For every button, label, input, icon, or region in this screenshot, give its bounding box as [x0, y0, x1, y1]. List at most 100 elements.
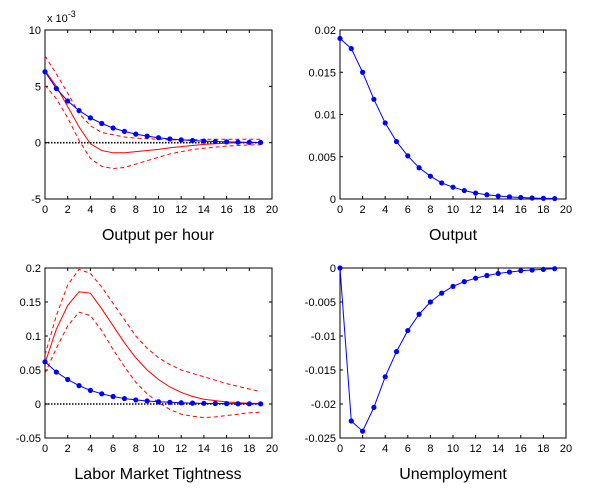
y-tick-label: 0 — [35, 399, 41, 411]
data-point — [461, 279, 467, 285]
data-point — [201, 138, 207, 144]
data-point — [427, 173, 433, 179]
x-tick-label: 0 — [42, 204, 48, 216]
y-tick-label: -0.01 — [311, 331, 336, 343]
data-point — [405, 153, 411, 159]
x-tick-label: 2 — [65, 443, 71, 455]
y-tick-label: 0.015 — [308, 67, 336, 79]
x-tick-label: 8 — [133, 204, 139, 216]
data-point — [495, 193, 501, 199]
data-point — [99, 391, 105, 397]
data-point — [439, 290, 445, 296]
panel-title: Output — [429, 227, 478, 244]
x-tick-label: 2 — [360, 443, 366, 455]
data-point — [540, 195, 547, 201]
panel-title: Labor Market Tightness — [74, 466, 241, 483]
data-point — [155, 399, 162, 405]
y-tick-label: -0.02 — [311, 399, 336, 411]
x-tick-label: 2 — [65, 204, 71, 216]
data-point — [99, 120, 105, 127]
x-tick-label: 18 — [537, 443, 549, 455]
data-point — [235, 401, 241, 407]
y-tick-label: -0.05 — [16, 433, 41, 445]
panel-title: Unemployment — [399, 466, 507, 483]
y-tick-label: 0.05 — [20, 365, 41, 377]
data-point — [382, 120, 388, 126]
x-tick-label: 14 — [492, 443, 504, 455]
data-point — [348, 418, 354, 424]
x-tick-label: 10 — [447, 443, 459, 455]
data-point — [224, 139, 230, 145]
data-point — [393, 138, 400, 145]
y-tick-label: 0.005 — [308, 152, 336, 164]
data-point — [337, 35, 343, 42]
data-point — [76, 383, 82, 389]
x-tick-label: 10 — [152, 204, 164, 216]
series-model — [339, 38, 555, 200]
data-point — [133, 397, 139, 403]
x-tick-label: 0 — [337, 204, 343, 216]
data-point — [382, 374, 388, 380]
x-tick-label: 4 — [382, 204, 388, 216]
data-point — [189, 137, 196, 144]
x-tick-label: 16 — [515, 443, 527, 455]
data-point — [518, 268, 524, 274]
y-tick-label: -5 — [31, 194, 41, 206]
x-tick-label: 10 — [447, 204, 459, 216]
data-point — [450, 283, 456, 289]
data-point — [506, 269, 513, 275]
y-tick-label: 10 — [29, 25, 41, 37]
series-point-estimate — [44, 291, 261, 404]
data-point — [473, 190, 479, 196]
data-point — [110, 125, 116, 131]
data-point — [416, 311, 422, 317]
data-point — [552, 195, 558, 202]
x-tick-label: 16 — [220, 443, 232, 455]
data-point — [121, 395, 128, 402]
panel-2: 0 2 4 6 8 10 12 14 16 18 20 0 0.005 0.01 0.015 0.02 Outp… — [308, 25, 572, 244]
x-tick-label: 6 — [110, 443, 116, 455]
x-tick-label: 20 — [266, 443, 278, 455]
series-band-lower — [44, 311, 261, 419]
data-point — [178, 137, 184, 143]
x-tick-label: 20 — [560, 443, 572, 455]
data-point — [87, 115, 93, 121]
x-tick-label: 12 — [469, 204, 481, 216]
data-point — [167, 399, 173, 405]
data-point — [42, 359, 48, 365]
data-point — [439, 180, 445, 186]
data-point — [189, 400, 196, 406]
data-point — [360, 69, 366, 75]
data-point — [167, 136, 173, 142]
data-point — [178, 400, 184, 406]
data-point — [53, 369, 59, 375]
data-point — [506, 194, 513, 200]
x-tick-label: 6 — [110, 204, 116, 216]
x-tick-label: 20 — [266, 204, 278, 216]
y-tick-label: 0 — [35, 138, 41, 150]
data-point — [144, 133, 150, 139]
data-point — [258, 139, 264, 146]
x-tick-label: 6 — [405, 204, 411, 216]
panel-title: Output per hour — [102, 227, 215, 244]
data-point — [348, 45, 354, 52]
data-point — [427, 299, 433, 305]
data-point — [201, 400, 207, 406]
data-point — [110, 393, 116, 400]
data-point — [360, 428, 366, 434]
x-tick-label: 18 — [243, 204, 255, 216]
data-point — [461, 187, 467, 194]
x-tick-label: 12 — [175, 204, 187, 216]
y-tick-label: 0.1 — [26, 331, 41, 343]
data-point — [529, 267, 535, 273]
data-point — [337, 265, 343, 271]
x-tick-label: 12 — [469, 443, 481, 455]
data-point — [246, 401, 252, 407]
x-tick-label: 8 — [427, 204, 433, 216]
plot-frame — [339, 29, 567, 200]
x-tick-label: 14 — [198, 443, 210, 455]
data-point — [42, 69, 48, 75]
x-tick-label: 14 — [492, 204, 504, 216]
plot-frame — [44, 267, 273, 439]
